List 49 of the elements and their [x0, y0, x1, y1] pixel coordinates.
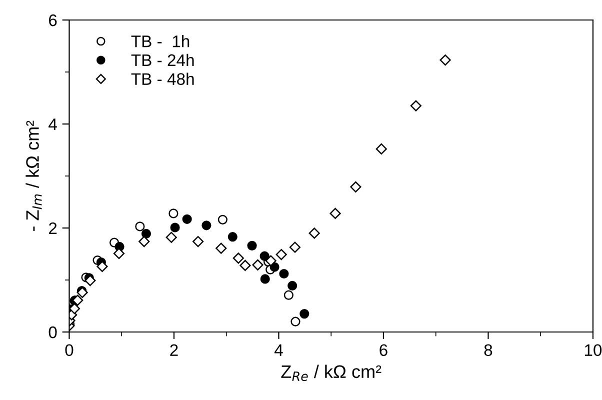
point — [138, 236, 150, 248]
point — [440, 54, 451, 66]
point — [141, 228, 152, 239]
point — [170, 222, 180, 232]
point — [72, 294, 84, 306]
point — [300, 309, 310, 319]
point — [218, 214, 228, 224]
x-tick-label: 6 — [380, 344, 388, 356]
point — [192, 236, 204, 248]
x-tick-label: 10 — [584, 344, 602, 356]
point — [276, 248, 287, 260]
point — [265, 255, 276, 266]
point — [168, 208, 178, 218]
point — [135, 222, 145, 232]
point — [252, 259, 264, 270]
point — [350, 181, 362, 192]
point — [279, 268, 289, 279]
point — [260, 274, 270, 284]
point — [376, 143, 387, 154]
legend-label: TB - 24h — [131, 54, 194, 66]
point — [240, 260, 251, 271]
point — [308, 228, 320, 239]
point — [284, 290, 294, 300]
y-tick-label: 2 — [48, 222, 57, 234]
point — [182, 214, 192, 224]
x-tick-label: 8 — [484, 344, 492, 356]
x-tick-label: 4 — [274, 344, 283, 356]
point — [288, 280, 298, 291]
y-axis-title: - Z$_{Im}$ / kΩ cm² — [26, 120, 42, 231]
legend-label: TB - 48h — [131, 72, 194, 85]
x-axis-title: Z$_{Re}$ / kΩ cm² — [281, 364, 382, 382]
y-tick-label: 4 — [48, 118, 57, 130]
point — [216, 242, 227, 254]
y-tick-label: 6 — [49, 14, 57, 26]
point — [228, 232, 238, 242]
point — [202, 220, 212, 230]
x-tick-label: 2 — [170, 344, 178, 356]
point — [410, 100, 422, 112]
point — [232, 252, 244, 264]
point — [166, 232, 177, 243]
y-tick-label: 0 — [48, 326, 57, 338]
point — [247, 240, 257, 250]
x-tick-label: 0 — [65, 344, 74, 356]
point — [290, 316, 300, 326]
point — [69, 303, 80, 314]
legend-label: TB - 1h — [131, 35, 190, 48]
point — [330, 208, 341, 219]
point — [289, 242, 300, 253]
point — [260, 251, 270, 261]
